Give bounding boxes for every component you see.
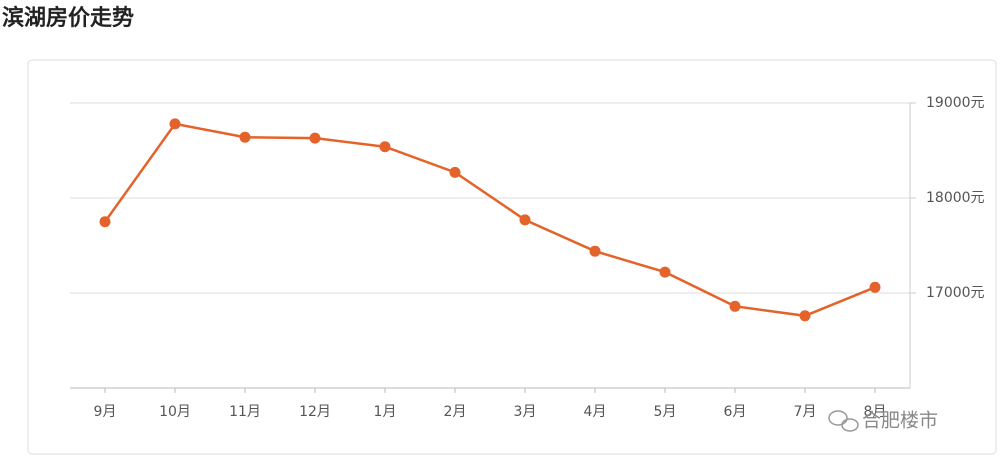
data-point [449, 166, 461, 178]
data-point [519, 214, 531, 226]
data-point [169, 118, 181, 130]
data-point [309, 132, 321, 144]
x-tick-label: 7月 [794, 404, 817, 420]
x-tick-label: 1月 [374, 404, 397, 420]
data-point [239, 131, 251, 143]
x-tick-label: 4月 [584, 404, 607, 420]
data-point [799, 310, 811, 322]
data-point [99, 216, 111, 228]
y-tick-label: 18000元 [926, 190, 985, 206]
x-tick-label: 8月 [864, 404, 887, 420]
chart-card [27, 59, 997, 455]
data-point [869, 281, 881, 293]
data-point [379, 141, 391, 153]
data-point [659, 266, 671, 278]
watermark-icon [828, 410, 859, 432]
x-tick-label: 2月 [444, 404, 467, 420]
chart-title: 滨湖房价走势 [2, 5, 134, 31]
x-tick-label: 9月 [94, 404, 117, 420]
watermark: 合肥楼市 [862, 410, 938, 432]
x-tick-label: 3月 [514, 404, 537, 420]
x-tick-label: 6月 [724, 404, 747, 420]
x-tick-label: 11月 [229, 404, 261, 420]
data-point [729, 300, 741, 312]
data-point [589, 245, 601, 257]
y-tick-label: 19000元 [926, 95, 985, 111]
x-tick-label: 5月 [654, 404, 677, 420]
x-tick-label: 12月 [299, 404, 331, 420]
series-line [103, 122, 876, 318]
x-tick-label: 10月 [159, 404, 191, 420]
y-tick-label: 17000元 [926, 285, 985, 301]
